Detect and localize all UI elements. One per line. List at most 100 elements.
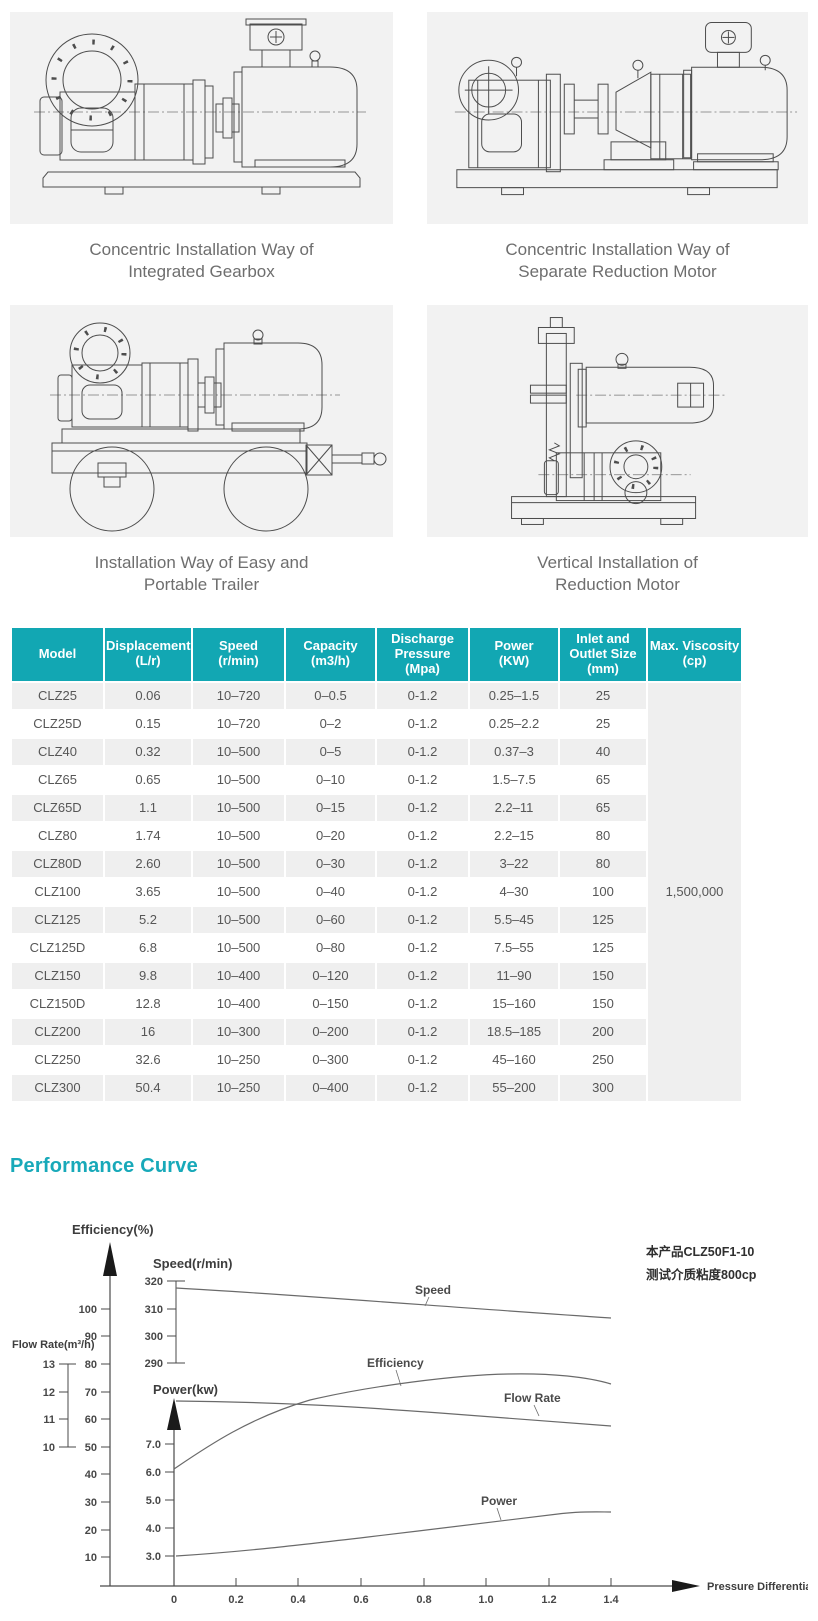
cell: 10–250 bbox=[191, 1044, 286, 1075]
svg-text:320: 320 bbox=[145, 1276, 163, 1288]
cell: 100 bbox=[558, 876, 648, 907]
power-curve-label: Power bbox=[481, 1494, 517, 1508]
header-capacity: Capacity (m3/h) bbox=[284, 626, 377, 683]
cell: 5.5–45 bbox=[468, 904, 560, 935]
performance-chart-svg: Efficiency(%) 100 90 80 70 60 50 40 30 2… bbox=[12, 1222, 818, 1606]
cell: 0-1.2 bbox=[375, 904, 470, 935]
speed-curve-label: Speed bbox=[415, 1283, 451, 1297]
cell: 0-1.2 bbox=[375, 736, 470, 767]
cell: 0–60 bbox=[284, 904, 377, 935]
cell: 300 bbox=[558, 1072, 648, 1103]
cell: 0–10 bbox=[284, 764, 377, 795]
table-row: CLZ150D 12.8 10–400 0–150 0-1.2 15–160 150 bbox=[10, 988, 742, 1019]
cell: 10–300 bbox=[191, 1016, 286, 1047]
svg-text:80: 80 bbox=[85, 1359, 97, 1371]
efficiency-axis-arrow-icon bbox=[103, 1241, 117, 1276]
table-row: CLZ80 1.74 10–500 0–20 0-1.2 2.2–15 80 bbox=[10, 820, 742, 851]
cell: 150 bbox=[558, 960, 648, 991]
efficiency-axis-ticks bbox=[101, 1308, 110, 1558]
cell: 3.65 bbox=[103, 876, 193, 907]
cell: 10–500 bbox=[191, 764, 286, 795]
svg-text:40: 40 bbox=[85, 1469, 97, 1481]
table-row: CLZ80D 2.60 10–500 0–30 0-1.2 3–22 80 bbox=[10, 848, 742, 879]
header-max-viscosity: Max. Viscosity (cp) bbox=[646, 626, 743, 683]
cell: 5.2 bbox=[103, 904, 193, 935]
cell: 0–5 bbox=[284, 736, 377, 767]
caption-line: Concentric Installation Way of bbox=[89, 240, 314, 259]
flow-tick-labels: 13 12 11 10 bbox=[43, 1359, 55, 1454]
header-discharge-pressure: Discharge Pressure (Mpa) bbox=[375, 626, 470, 683]
cell: 0–300 bbox=[284, 1044, 377, 1075]
svg-text:290: 290 bbox=[145, 1358, 163, 1370]
cell-model: CLZ125 bbox=[10, 904, 105, 935]
svg-text:6.0: 6.0 bbox=[146, 1467, 161, 1479]
cell-model: CLZ65D bbox=[10, 792, 105, 823]
cell: 0–20 bbox=[284, 820, 377, 851]
cell: 150 bbox=[558, 988, 648, 1019]
figure-portable-trailer: Installation Way of Easy and Portable Tr… bbox=[10, 305, 393, 604]
cell: 0–40 bbox=[284, 876, 377, 907]
cell: 2.60 bbox=[103, 848, 193, 879]
vertical-installation-drawing bbox=[511, 317, 728, 525]
cell-model: CLZ250 bbox=[10, 1044, 105, 1075]
cell: 18.5–185 bbox=[468, 1016, 560, 1047]
cell: 1.74 bbox=[103, 820, 193, 851]
header-speed: Speed (r/min) bbox=[191, 626, 286, 683]
cell: 10–500 bbox=[191, 848, 286, 879]
cell: 10–720 bbox=[191, 708, 286, 739]
cell: 10–400 bbox=[191, 988, 286, 1019]
cell-model: CLZ150 bbox=[10, 960, 105, 991]
cell: 0.37–3 bbox=[468, 736, 560, 767]
cell: 0-1.2 bbox=[375, 764, 470, 795]
cell: 0–15 bbox=[284, 792, 377, 823]
cell-model: CLZ40 bbox=[10, 736, 105, 767]
table-row: CLZ150 9.8 10–400 0–120 0-1.2 11–90 150 bbox=[10, 960, 742, 991]
cell: 10–720 bbox=[191, 680, 286, 711]
svg-text:90: 90 bbox=[85, 1331, 97, 1343]
efficiency-curve bbox=[173, 1373, 612, 1470]
table-row: CLZ100 3.65 10–500 0–40 0-1.2 4–30 100 bbox=[10, 876, 742, 907]
x-axis-ticks bbox=[173, 1577, 612, 1586]
table-row: CLZ250 32.6 10–250 0–300 0-1.2 45–160 250 bbox=[10, 1044, 742, 1075]
cell: 65 bbox=[558, 764, 648, 795]
x-axis-arrow-icon bbox=[672, 1579, 700, 1592]
cell: 6.8 bbox=[103, 932, 193, 963]
table-row: CLZ25D 0.15 10–720 0–2 0-1.2 0.25–2.2 25 bbox=[10, 708, 742, 739]
flow-rate-curve bbox=[175, 1400, 612, 1427]
annotation-viscosity: 测试介质粘度800cp bbox=[646, 1267, 757, 1282]
portable-trailer-drawing bbox=[50, 322, 387, 532]
caption-line: Integrated Gearbox bbox=[128, 262, 275, 282]
cell: 15–160 bbox=[468, 988, 560, 1019]
cell: 65 bbox=[558, 792, 648, 823]
power-tick-labels: 7.0 6.0 5.0 4.0 3.0 bbox=[146, 1439, 161, 1563]
flow-axis bbox=[59, 1363, 76, 1448]
cell: 50.4 bbox=[103, 1072, 193, 1103]
cell: 11–90 bbox=[468, 960, 560, 991]
figure-separate-reduction-motor: Concentric Installation Way of Separate … bbox=[427, 12, 808, 291]
cell-model: CLZ100 bbox=[10, 876, 105, 907]
x-axis-title: Pressure Differential(Mpa) bbox=[707, 1581, 808, 1593]
spec-table-header: Model Displacement (L/r) Speed (r/min) Cap… bbox=[10, 626, 743, 683]
integrated-gearbox-drawing bbox=[34, 18, 366, 195]
header-displacement: Displacement (L/r) bbox=[103, 626, 193, 683]
cell: 200 bbox=[558, 1016, 648, 1047]
cell: 0-1.2 bbox=[375, 876, 470, 907]
performance-chart: Efficiency(%) 100 90 80 70 60 50 40 30 2… bbox=[10, 1196, 818, 1621]
efficiency-tick-labels: 100 90 80 70 60 50 40 30 20 10 bbox=[79, 1304, 97, 1564]
table-row: CLZ65 0.65 10–500 0–10 0-1.2 1.5–7.5 65 bbox=[10, 764, 742, 795]
cell: 0-1.2 bbox=[375, 1016, 470, 1047]
cell: 12.8 bbox=[103, 988, 193, 1019]
cell-model: CLZ80D bbox=[10, 848, 105, 879]
cell: 0-1.2 bbox=[375, 1072, 470, 1103]
cell: 25 bbox=[558, 680, 648, 711]
cell: 0–150 bbox=[284, 988, 377, 1019]
cell: 10–500 bbox=[191, 904, 286, 935]
caption-vertical-installation: Vertical Installation of Reduction Motor bbox=[427, 552, 808, 604]
svg-text:10: 10 bbox=[43, 1442, 55, 1454]
cell: 0–80 bbox=[284, 932, 377, 963]
table-row: CLZ25 0.06 10–720 0–0.5 0-1.2 0.25–1.5 25 1,50… bbox=[10, 680, 743, 1103]
figure-panel bbox=[10, 305, 393, 537]
caption-line: Concentric Installation Way of bbox=[505, 240, 730, 259]
cell: 10–500 bbox=[191, 792, 286, 823]
efficiency-curve-label: Efficiency bbox=[367, 1356, 424, 1370]
